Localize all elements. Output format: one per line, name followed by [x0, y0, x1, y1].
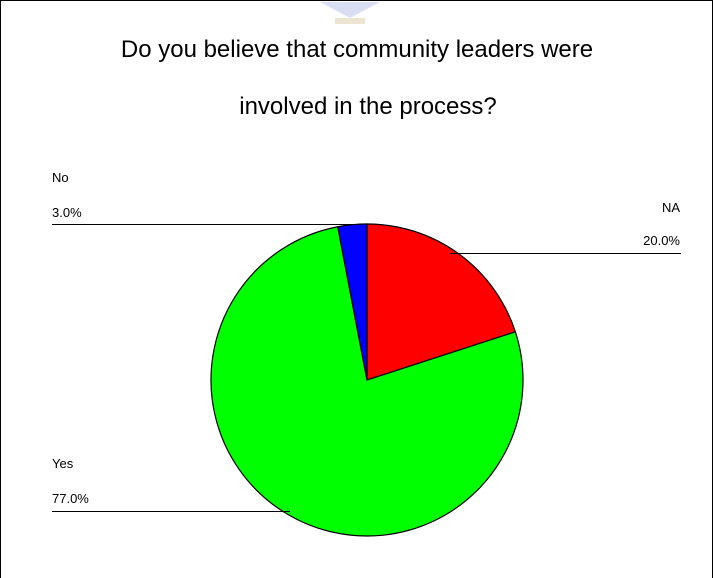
slice-label-yes-name: Yes — [52, 456, 74, 471]
pie-slice-yes — [210, 226, 524, 537]
slice-label-na-name: NA — [662, 200, 680, 215]
slice-label-na-value: 20.0% — [643, 233, 680, 248]
slice-label-no-name: No — [52, 170, 69, 185]
pie-slices — [210, 223, 524, 537]
chart-title-line-1: Do you believe that community leaders we… — [121, 36, 593, 63]
slice-label-no-value: 3.0% — [52, 205, 82, 220]
watermark-logo — [320, 2, 380, 24]
chart-title-line-2: involved in the process? — [239, 93, 496, 120]
slice-label-yes-value: 77.0% — [52, 491, 89, 506]
